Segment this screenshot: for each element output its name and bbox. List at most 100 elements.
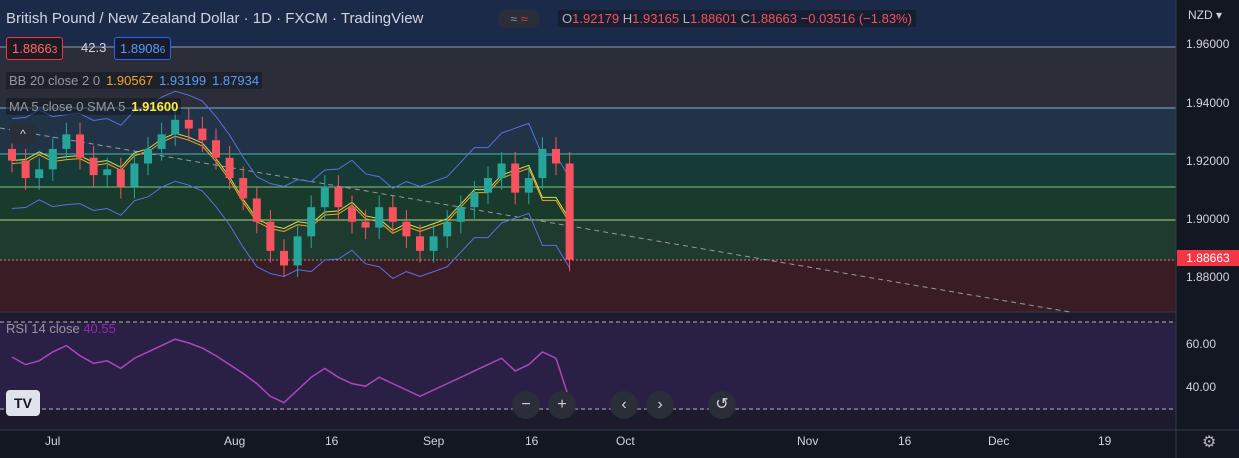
candle-body <box>225 157 234 179</box>
bb-label: BB 20 close 2 0 <box>9 73 101 88</box>
toggle-b-icon: ≈ <box>521 12 528 26</box>
candle-body <box>524 178 533 193</box>
candle-body <box>497 163 506 179</box>
high-value: 1.93165 <box>632 11 680 26</box>
symbol-title: British Pound / New Zealand Dollar · 1D … <box>6 10 423 27</box>
bb-upper-line <box>11 90 571 189</box>
time-tick: Aug <box>224 434 246 448</box>
candle-body <box>266 221 275 251</box>
compare-toggle[interactable]: ≈ ≈ <box>498 10 540 28</box>
candle-body <box>198 128 207 141</box>
candle-body <box>307 207 316 237</box>
candle-body <box>416 236 424 251</box>
last-price-tag: 1.88663 <box>1177 250 1239 266</box>
candle-body <box>348 207 356 222</box>
open-label: O <box>562 11 573 26</box>
price-tick: 1.96000 <box>1186 37 1230 51</box>
zone-7 <box>0 260 1176 312</box>
candle-body <box>334 186 343 208</box>
buy-price-pip: 6 <box>159 45 166 56</box>
price-tick: 1.90000 <box>1186 212 1230 226</box>
rsi-tick: 60.00 <box>1186 337 1217 351</box>
candle-body <box>293 236 302 266</box>
candle-body <box>130 163 139 187</box>
rsi-legend[interactable]: RSI 14 close 40.55 <box>6 321 116 336</box>
collapse-legend-button[interactable]: ^ <box>10 124 36 144</box>
candle-body <box>89 157 98 176</box>
scroll-left-button[interactable]: ‹ <box>610 391 638 419</box>
time-tick: 16 <box>898 434 912 448</box>
candle-body <box>402 221 411 237</box>
rsi-series-line <box>11 338 571 404</box>
rsi-band <box>0 322 1176 410</box>
toggle-a-icon: ≈ <box>510 12 517 26</box>
nav-spacer <box>682 391 700 419</box>
candle-body <box>144 148 152 164</box>
change-value: −0.03516 (−1.83%) <box>800 11 912 26</box>
currency-label: NZD <box>1188 8 1213 22</box>
time-tick: Nov <box>797 434 819 448</box>
spread-value: 42.3 <box>81 40 107 55</box>
candle-body <box>212 140 220 158</box>
sell-button[interactable]: 1.88663 <box>6 37 64 60</box>
time-tick: Dec <box>988 434 1010 448</box>
candle-body <box>62 134 71 149</box>
candle-body <box>552 148 560 164</box>
close-value: 1.88663 <box>750 11 798 26</box>
zone-6 <box>0 220 1176 260</box>
chevron-down-icon: ▾ <box>1216 8 1223 22</box>
bb-basis-value: 1.90567 <box>106 73 154 88</box>
bb-upper-value: 1.93199 <box>159 73 207 88</box>
candle-body <box>157 134 166 149</box>
candle-body <box>171 119 180 135</box>
candle-body <box>484 178 492 193</box>
candle-body <box>429 236 438 251</box>
sell-price-main: 1.8866 <box>12 41 52 56</box>
candle-body <box>375 207 384 228</box>
chart-navigation: − + ‹ › ↺ <box>512 391 736 419</box>
low-value: 1.88601 <box>690 11 737 26</box>
low-label: L <box>682 11 690 26</box>
candle-body <box>443 221 452 237</box>
zone-4 <box>0 154 1176 187</box>
gear-icon[interactable]: ⚙ <box>1202 434 1217 451</box>
ma-legend[interactable]: MA 5 close 0 SMA 5 1.91600 <box>6 98 182 115</box>
buy-price-main: 1.8908 <box>120 41 160 56</box>
candle-body <box>470 192 479 208</box>
ma-label: MA 5 close 0 SMA 5 <box>9 99 126 114</box>
candle-body <box>280 250 288 266</box>
candle-body <box>8 148 16 161</box>
close-label: C <box>740 11 751 26</box>
currency-selector[interactable]: NZD ▾ <box>1188 8 1222 22</box>
price-tick: 1.94000 <box>1186 96 1230 110</box>
candle-body <box>35 169 44 179</box>
high-label: H <box>622 11 633 26</box>
rsi-tick: 40.00 <box>1186 380 1217 394</box>
tradingview-logo[interactable]: TV <box>6 390 40 416</box>
scroll-right-button[interactable]: › <box>646 391 674 419</box>
candle-body <box>252 198 261 222</box>
candle-body <box>565 163 574 260</box>
time-tick: 16 <box>525 434 539 448</box>
ma-line <box>11 132 571 231</box>
reset-chart-button[interactable]: ↺ <box>708 391 736 419</box>
trend-line <box>0 127 1071 313</box>
zone-3 <box>0 108 1176 154</box>
buy-button[interactable]: 1.89086 <box>114 37 172 60</box>
time-tick: 16 <box>325 434 339 448</box>
rsi-value: 40.55 <box>83 321 116 336</box>
time-tick: 19 <box>1098 434 1112 448</box>
time-tick: Sep <box>423 434 445 448</box>
candle-body <box>361 221 370 228</box>
bb-legend[interactable]: BB 20 close 2 0 1.90567 1.93199 1.87934 <box>6 72 263 89</box>
zoom-in-button[interactable]: + <box>548 391 576 419</box>
zoom-out-button[interactable]: − <box>512 391 540 419</box>
bb-lower-value: 1.87934 <box>212 73 260 88</box>
bb-lower-line <box>11 180 571 279</box>
candle-body <box>116 169 125 187</box>
ohlc-legend: O1.92179 H1.93165 L1.88601 C1.88663 −0.0… <box>558 10 916 27</box>
candle-body <box>456 207 465 222</box>
time-tick: Oct <box>616 434 635 448</box>
candle-body <box>239 178 248 199</box>
